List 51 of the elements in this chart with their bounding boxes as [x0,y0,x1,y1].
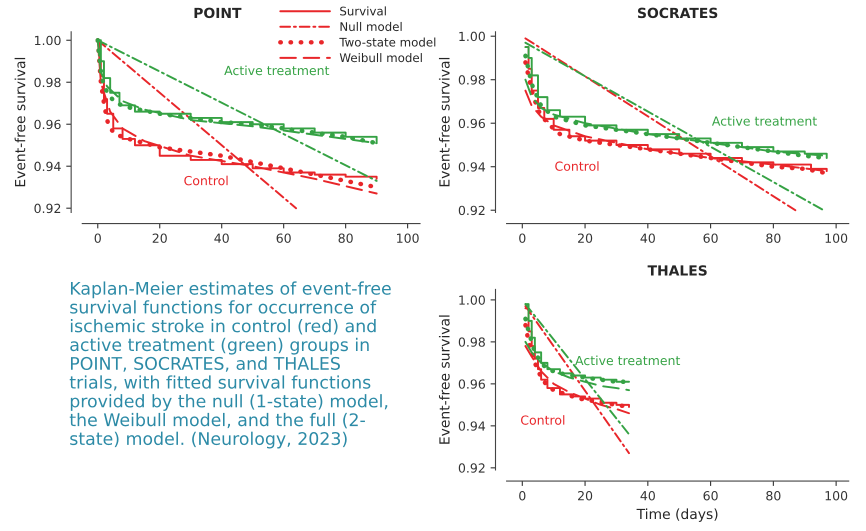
y-tick-label: 0.98 [34,78,61,88]
annotation: Active treatment [224,66,330,76]
text: Kaplan-Meier estimates of event-free survival functions for occurrence of ischemic stroke in control (red) and active treatment (green) groups in POINT, SOCRATES, and THALES trials, with fitted survival functions provided by the null (1-state) model, the Weibull model, and the full (2- state) model. (Neurology, 2023) [70,281,391,448]
y-axis-title: Event-free survival [438,315,450,444]
x-tick-label: 100 [826,233,848,243]
legend-label: Two-state model [339,37,436,47]
x-tick-label: 100 [397,233,419,243]
y-tick-label: 0.92 [458,463,485,473]
x-tick-label: 60 [704,233,718,243]
x-tick-label: 80 [766,233,780,243]
chart-title: THALES [648,265,707,276]
x-tick-label: 100 [826,490,848,500]
legend-label: Weibull model [340,53,422,62]
x-tick-label: 20 [578,233,592,243]
chart-title: POINT [194,8,242,18]
annotation: Active treatment [712,116,817,126]
x-tick-label: 40 [214,233,229,243]
x-tick-label: 20 [578,490,592,500]
x-axis-title: Time (days) [636,508,718,522]
y-tick-label: 0.94 [34,162,61,172]
y-tick-label: 1.00 [459,295,485,305]
annotation: Control [520,415,564,425]
x-tick-label: 40 [640,490,655,500]
y-tick-label: 0.94 [458,162,486,172]
annotation: Control [184,176,228,186]
chart-title: SOCRATES [638,8,718,18]
x-tick-label: 60 [276,233,291,243]
legend-label: Null model [340,22,402,32]
y-axis-title: Event-free survival [14,58,26,186]
y-tick-label: 1.00 [34,36,61,46]
legend-label: Survival [340,6,386,16]
y-tick-label: 0.96 [458,118,485,128]
y-tick-label: 0.92 [458,206,485,216]
y-tick-label: 0.98 [458,75,485,85]
x-tick-label: 60 [704,490,718,500]
x-tick-label: 20 [152,233,167,243]
y-tick-label: 0.98 [458,337,485,347]
x-tick-label: 40 [640,233,655,243]
x-tick-label: 0 [519,233,526,243]
x-tick-label: 0 [519,490,526,500]
x-tick-label: 0 [94,233,101,243]
y-tick-label: 1.00 [459,32,485,42]
x-tick-label: 80 [338,233,353,243]
y-tick-label: 0.92 [34,204,60,214]
annotation: Active treatment [575,356,680,366]
y-tick-label: 0.96 [458,379,485,389]
annotation: Control [555,161,599,171]
y-tick-label: 0.96 [34,120,61,130]
x-tick-label: 80 [766,490,780,500]
y-tick-label: 0.94 [458,421,486,431]
y-axis-title: Event-free survival [438,58,450,186]
